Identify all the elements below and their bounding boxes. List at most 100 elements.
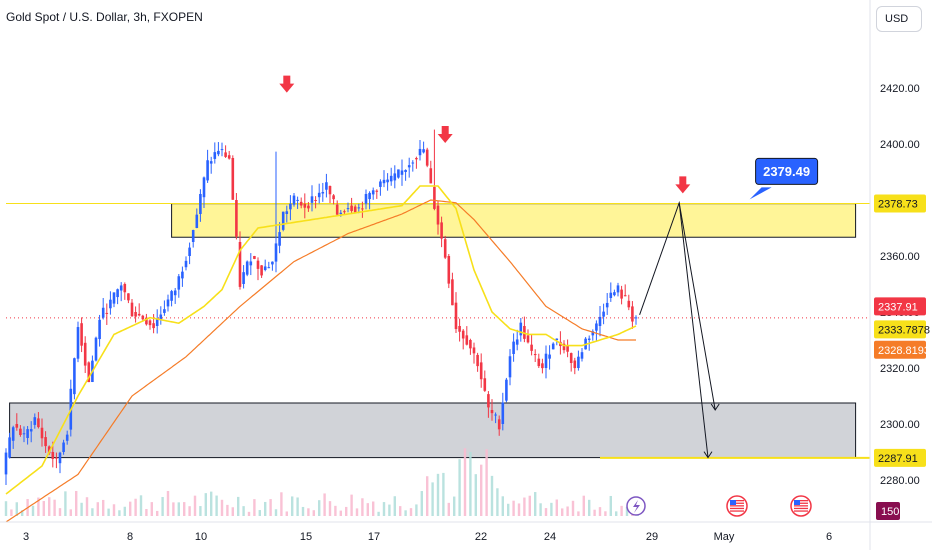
down-arrow-icon (437, 126, 453, 143)
candle-body (461, 330, 465, 339)
volume-bar (107, 508, 110, 516)
candle-body (15, 424, 19, 428)
volume-bar (345, 506, 348, 516)
candle-body (253, 256, 256, 259)
candle-body (249, 261, 253, 266)
volume-bar (280, 492, 283, 516)
candle-body (382, 179, 386, 184)
volume-bar (517, 503, 521, 516)
candle-body (22, 433, 26, 435)
candle-body (379, 181, 382, 187)
volume-bar (393, 496, 396, 516)
candle-body (623, 295, 627, 297)
y-tick-label: 2280.00 (880, 475, 920, 487)
candle-body (94, 337, 98, 361)
volume-bar (598, 507, 602, 516)
volume-bar (253, 499, 256, 516)
projection-line (678, 202, 709, 458)
volume-bar (139, 495, 143, 516)
candle-body (184, 260, 188, 268)
candle-body (627, 300, 631, 308)
candle-body (515, 339, 519, 345)
projection-arrowhead (703, 451, 713, 459)
candle-body (397, 169, 400, 178)
candle-body (127, 293, 130, 301)
support-zone (9, 402, 857, 459)
candle-body (530, 344, 533, 351)
candle-body (292, 195, 296, 205)
volume-bar (474, 474, 477, 516)
volume-bar (561, 508, 564, 516)
candle-body (170, 291, 173, 301)
candle-body (393, 173, 397, 181)
zones (9, 203, 857, 459)
lightning-event-icon[interactable] (626, 496, 646, 516)
candle-body (368, 192, 371, 200)
volume-tag-bg (876, 502, 900, 520)
flag-stripe (794, 505, 808, 507)
candle-body (209, 161, 213, 164)
candle-body (497, 419, 501, 430)
candle-body (400, 170, 404, 175)
volume-bar (64, 491, 67, 516)
volume-bar (399, 506, 402, 516)
volume-bar (571, 500, 575, 516)
candle-body (447, 256, 451, 284)
volume-bar (129, 501, 132, 516)
candle-body (620, 289, 623, 299)
candle-body (407, 165, 411, 168)
candle-body (83, 342, 87, 366)
candle-body (134, 312, 137, 317)
candle-body (4, 452, 8, 475)
candle-body (548, 354, 551, 359)
volume-bar (588, 499, 591, 516)
candle-body (389, 175, 393, 182)
candle-body (159, 314, 163, 320)
currency-selector[interactable]: USD (876, 6, 922, 32)
volume-bar (534, 492, 537, 516)
volume-bar (161, 497, 164, 516)
candle-body (195, 214, 199, 228)
volume-bar (145, 509, 148, 516)
volume-bar (377, 511, 380, 516)
volume-bar (577, 511, 580, 516)
candle-body (541, 363, 544, 369)
candle-body (220, 149, 224, 151)
candle-body (11, 427, 15, 441)
candle-body (314, 200, 317, 201)
candle-body (213, 152, 217, 159)
candle-body (555, 338, 559, 340)
candle-body (267, 267, 271, 269)
support-price-tag-label: 2287.91 (878, 453, 918, 465)
y-tick-label: 2420.00 (880, 83, 920, 95)
volume-bar (10, 509, 13, 516)
candle-body (483, 378, 487, 391)
candle-body (335, 204, 339, 215)
callout-box (755, 157, 819, 185)
us-flag-event-icon[interactable] (726, 495, 748, 517)
candle-body (361, 208, 364, 210)
ma-slow-line (5, 199, 636, 523)
candle-body (26, 429, 29, 438)
candle-body (598, 316, 602, 326)
volume-bar (528, 495, 531, 516)
current-price-tag-label: 2337.91 (878, 301, 918, 313)
candle-body (631, 306, 634, 322)
candle-body (98, 319, 101, 340)
y-axis: 2280.002300.002320.002340.002360.002400.… (869, 0, 920, 550)
volume-bar (69, 509, 72, 516)
candle-body (137, 313, 141, 316)
candle-body (245, 261, 249, 275)
candle-body (613, 292, 616, 296)
candle-body (188, 247, 191, 256)
candle-body (58, 452, 62, 464)
candle-body (364, 193, 368, 204)
candle-body (591, 331, 595, 336)
flag-stripe (794, 500, 808, 502)
y-tick-label: 2400.00 (880, 139, 920, 151)
candle-body (296, 199, 299, 201)
candle-body (436, 205, 440, 225)
candle-body (260, 265, 263, 276)
us-flag-event-icon[interactable] (790, 495, 812, 517)
